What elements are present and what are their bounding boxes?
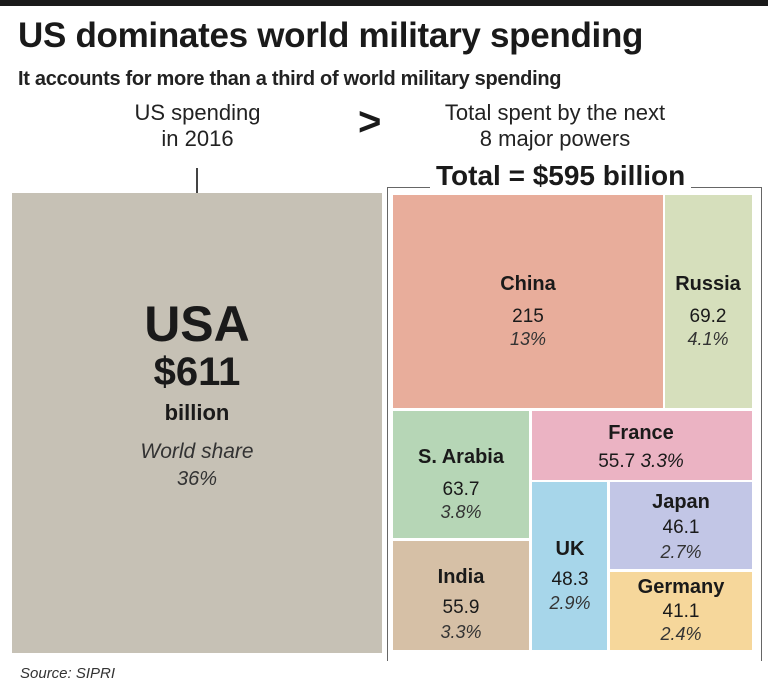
- usa-unit: billion: [164, 400, 230, 425]
- us-heading-line1: US spending: [134, 100, 261, 125]
- chart-title: US dominates world military spending: [18, 16, 644, 55]
- tile-share-japan: 2.7%: [659, 542, 701, 562]
- us-heading: US spending in 2016: [105, 100, 290, 152]
- others-heading-line2: 8 major powers: [479, 126, 631, 151]
- tile-india: [393, 541, 529, 650]
- tile-share-india: 3.3%: [440, 622, 481, 642]
- tile-value-uk: 48.3: [552, 569, 589, 590]
- tile-label-japan: Japan: [652, 491, 710, 513]
- tile-value-japan: 46.1: [663, 517, 700, 538]
- tile-label-s-arabia: S. Arabia: [418, 446, 505, 468]
- tile-label-india: India: [438, 566, 486, 588]
- tile-label-germany: Germany: [638, 576, 726, 598]
- tile-value-germany: 41.1: [663, 601, 700, 622]
- tile-france: [532, 411, 752, 480]
- usa-share-label: World share: [140, 440, 254, 463]
- usa-share-value: 36%: [176, 468, 218, 490]
- tile-russia: [665, 195, 752, 408]
- others-heading: Total spent by the next 8 major powers: [400, 100, 710, 152]
- tile-value-russia: 69.2: [690, 306, 727, 327]
- tile-label-china: China: [500, 273, 556, 295]
- tile-germany: [610, 572, 752, 650]
- source-note: Source: SIPRI: [20, 665, 116, 682]
- tile-share-china: 13%: [510, 329, 546, 349]
- tile-share-germany: 2.4%: [659, 624, 701, 644]
- tile-share-france: 3.3%: [640, 451, 683, 472]
- us-heading-line2: in 2016: [161, 126, 234, 151]
- tile-value-india: 55.9: [443, 597, 480, 618]
- tile-s-arabia: [393, 411, 529, 538]
- top-rule: [0, 0, 768, 6]
- tile-value-france: 55.7: [598, 451, 640, 472]
- usa-label: USA: [144, 296, 250, 352]
- others-heading-line1: Total spent by the next: [444, 100, 666, 125]
- tile-value-china: 215: [512, 306, 544, 327]
- greater-than-sign: >: [358, 100, 382, 144]
- tile-china: [393, 195, 663, 408]
- tile-share-uk: 2.9%: [548, 593, 590, 613]
- tile-value-share-france: 55.7 3.3%: [598, 451, 684, 472]
- tile-japan: [610, 482, 752, 569]
- tile-label-russia: Russia: [675, 273, 741, 295]
- tile-value-s-arabia: 63.7: [443, 479, 480, 500]
- tile-share-russia: 4.1%: [687, 329, 728, 349]
- chart-subtitle: It accounts for more than a third of wor…: [18, 68, 562, 90]
- others-total-label: Total = $595 billion: [430, 160, 692, 192]
- down-arrow-icon: [196, 168, 198, 213]
- tile-uk: [532, 482, 607, 650]
- tile-label-uk: UK: [556, 538, 585, 560]
- usa-block: [12, 193, 382, 653]
- usa-amount: $611: [153, 350, 241, 394]
- tile-label-france: France: [608, 422, 674, 444]
- tile-share-s-arabia: 3.8%: [440, 502, 481, 522]
